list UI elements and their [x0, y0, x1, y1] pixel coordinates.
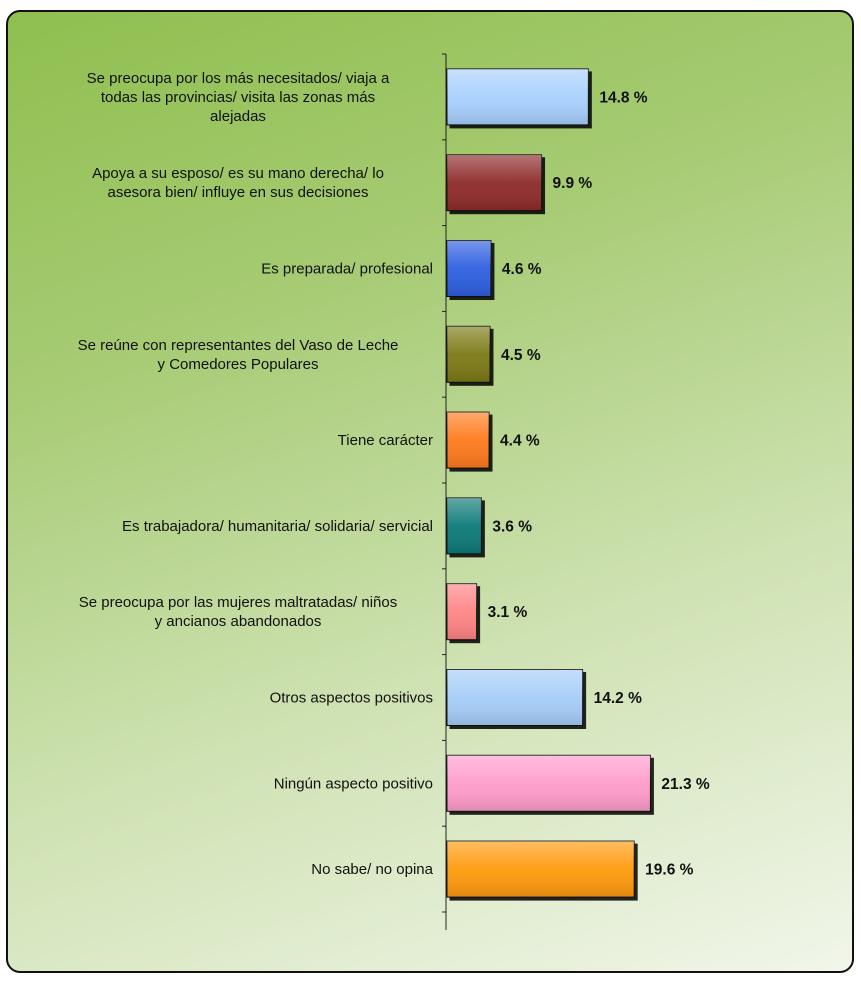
category-label: Se preocupa por los más necesitados/ via…: [87, 70, 390, 125]
category-label: Se preocupa por las mujeres maltratadas/…: [79, 594, 398, 630]
bar-chart: 14.8 % Se preocupa por los más necesitado…: [78, 53, 710, 930]
bar-gloss: [447, 583, 477, 640]
bar-gloss: [447, 497, 482, 554]
category-label: Ningún aspecto positivo: [274, 775, 433, 792]
value-label: 4.5 %: [501, 347, 541, 364]
value-label: 14.2 %: [594, 690, 642, 707]
category-label: Se reúne con representantes del Vaso de …: [78, 337, 399, 373]
bar-gloss: [447, 755, 651, 812]
bar-gloss: [447, 154, 542, 211]
category-label: Es preparada/ profesional: [261, 261, 433, 278]
value-label: 14.8 %: [599, 89, 647, 106]
category-label: Otros aspectos positivos: [270, 690, 433, 707]
value-label: 19.6 %: [645, 862, 693, 879]
category-label: Apoya a su esposo/ es su mano derecha/ l…: [92, 165, 384, 201]
chart-frame: 14.8 % Se preocupa por los más necesitado…: [6, 10, 854, 973]
bar-gloss: [447, 240, 491, 297]
bar-gloss: [447, 412, 490, 469]
bar-gloss: [447, 326, 490, 383]
value-label: 9.9 %: [553, 175, 593, 192]
value-label: 21.3 %: [661, 776, 709, 793]
value-label: 4.6 %: [502, 261, 542, 278]
category-label: No sabe/ no opina: [311, 861, 433, 878]
bar-gloss: [447, 68, 589, 125]
value-label: 3.6 %: [492, 518, 532, 535]
category-label: Tiene carácter: [338, 432, 433, 449]
bar-gloss: [447, 841, 635, 898]
value-label: 4.4 %: [500, 433, 540, 450]
category-label: Es trabajadora/ humanitaria/ solidaria/ …: [122, 518, 433, 535]
bar-gloss: [447, 669, 583, 726]
value-label: 3.1 %: [488, 604, 528, 621]
